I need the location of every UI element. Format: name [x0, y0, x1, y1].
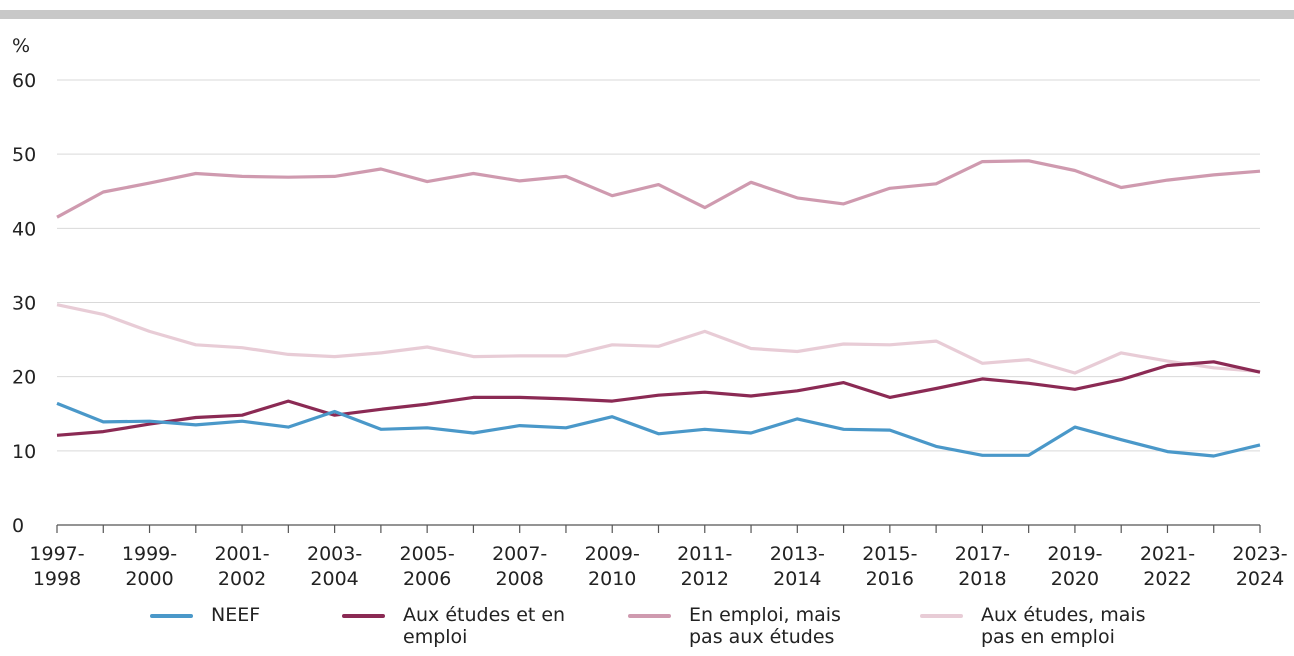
x-tick-label: 2007- 2008 — [492, 543, 547, 590]
x-tick-label: 2011- 2012 — [677, 543, 732, 590]
top-bar — [0, 10, 1294, 19]
x-tick-label-line: 2022 — [1143, 568, 1191, 590]
legend-label: NEEF — [211, 604, 261, 626]
legend-label: Aux études et en emploi — [403, 604, 566, 648]
x-tick-label-line: 2017- — [955, 543, 1010, 565]
x-tick-label: 2019- 2020 — [1047, 543, 1102, 590]
x-tick-label-line: 2015- — [862, 543, 917, 565]
y-tick-label: 20 — [12, 367, 36, 389]
x-tick-label: 2021- 2022 — [1140, 543, 1195, 590]
legend-item: En emploi, mais pas aux études — [628, 604, 879, 648]
x-tick-label-line: 2023- — [1232, 543, 1287, 565]
x-tick-label-line: 2000 — [125, 568, 173, 590]
x-tick-label-line: 2018 — [958, 568, 1006, 590]
x-tick-label-line: 2024 — [1236, 568, 1284, 590]
x-tick-label-line: 2014 — [773, 568, 821, 590]
x-tick-label-line: 2003- — [307, 543, 362, 565]
legend-swatch — [342, 614, 385, 618]
x-tick-label: 2013- 2014 — [770, 543, 825, 590]
x-tick-label: 2017- 2018 — [955, 543, 1010, 590]
x-tick-label-line: 2007- — [492, 543, 547, 565]
x-tick-label-line: 2016 — [866, 568, 914, 590]
x-tick-label-line: 1999- — [122, 543, 177, 565]
series-line — [56, 303, 1261, 375]
x-tick-label-line: 2004 — [310, 568, 358, 590]
x-tick-label: 1997- 1998 — [29, 543, 84, 590]
legend-item: Aux études, mais pas en emploi — [920, 604, 1171, 648]
y-tick-label: 30 — [12, 293, 36, 315]
x-tick-label: 2003- 2004 — [307, 543, 362, 590]
y-tick-label: 40 — [12, 218, 36, 240]
legend-label: Aux études, mais pas en emploi — [981, 604, 1146, 648]
x-tick-label-line: 2009- — [585, 543, 640, 565]
legend-item: Aux études et en emploi — [342, 604, 593, 648]
x-tick-label-line: 2012 — [681, 568, 729, 590]
x-tick-label: 2015- 2016 — [862, 543, 917, 590]
x-tick-label: 1999- 2000 — [122, 543, 177, 590]
y-tick-label: 50 — [12, 144, 36, 166]
x-tick-label: 2005- 2006 — [400, 543, 455, 590]
y-axis-label: % — [12, 35, 30, 57]
y-tick-label: 60 — [12, 70, 36, 92]
chart: % 01020304050601997-19981999-20002001-20… — [0, 10, 1294, 590]
legend-swatch — [628, 614, 671, 618]
x-tick-label-line: 2011- — [677, 543, 732, 565]
x-tick-label-line: 2013- — [770, 543, 825, 565]
legend: NEEF Aux études et en emploi En emploi, ma… — [0, 604, 1294, 656]
series-line — [56, 401, 1261, 458]
x-tick-label-line: 2019- — [1047, 543, 1102, 565]
y-tick-label: 0 — [12, 515, 24, 537]
legend-swatch — [920, 614, 963, 618]
x-tick-label-line: 2010 — [588, 568, 636, 590]
x-tick-label: 2023- 2024 — [1232, 543, 1287, 590]
x-tick-label-line: 2020 — [1051, 568, 1099, 590]
x-tick-label-line: 2005- — [400, 543, 455, 565]
series-line — [56, 360, 1261, 437]
legend-label: En emploi, mais pas aux études — [689, 604, 841, 648]
x-tick-label: 2001- 2002 — [214, 543, 269, 590]
legend-swatch — [150, 614, 193, 618]
series-line — [56, 159, 1261, 219]
x-tick-label-line: 2002 — [218, 568, 266, 590]
x-tick-label-line: 1997- — [29, 543, 84, 565]
legend-item: NEEF — [150, 604, 401, 626]
x-tick-label: 2009- 2010 — [585, 543, 640, 590]
x-tick-label-line: 1998 — [33, 568, 81, 590]
x-tick-label-line: 2008 — [496, 568, 544, 590]
x-tick-label-line: 2001- — [214, 543, 269, 565]
x-tick-label-line: 2006 — [403, 568, 451, 590]
x-tick-label-line: 2021- — [1140, 543, 1195, 565]
y-tick-label: 10 — [12, 441, 36, 463]
